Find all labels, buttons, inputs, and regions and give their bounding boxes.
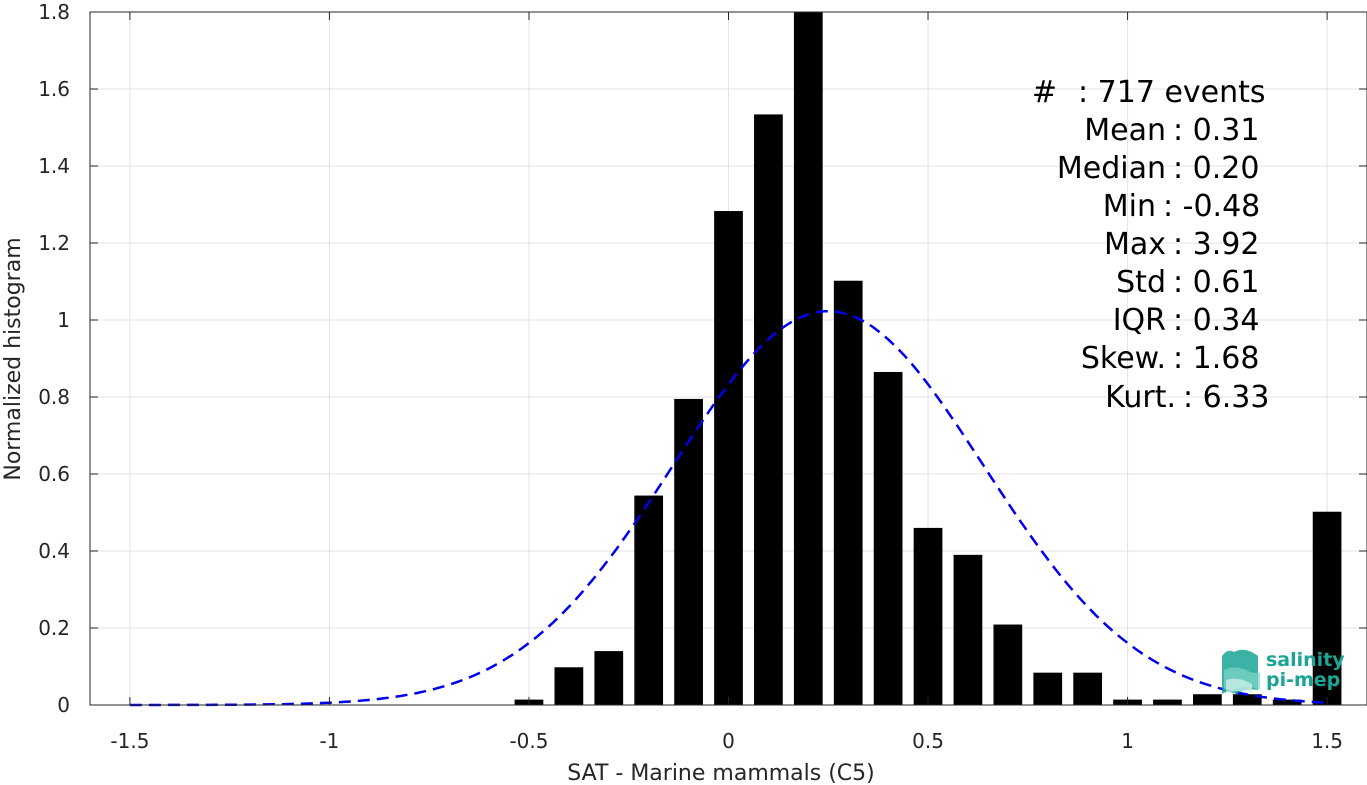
y-tick-label: 0.8 [38, 385, 70, 409]
y-axis-title: Normalized histogram [1, 237, 26, 480]
x-tick-label: -1 [319, 729, 339, 753]
x-tick-label: -1.5 [110, 729, 149, 753]
histogram-bar [1312, 511, 1342, 705]
x-tick-label: 1 [1121, 729, 1134, 753]
histogram-bar [674, 398, 703, 705]
histogram-bar [1073, 672, 1103, 705]
stat-kurt-value: : 6.33 [1183, 380, 1269, 415]
stat-iqr-label: IQR [1113, 303, 1166, 338]
histogram-bar [953, 554, 983, 705]
histogram-bar [1272, 699, 1302, 705]
y-tick-label: 0.6 [38, 462, 70, 486]
stat-skew-label: Skew. [1081, 341, 1166, 376]
stat-median-value: : 0.20 [1173, 151, 1259, 186]
x-tick-label: 0 [722, 729, 735, 753]
x-axis-title: SAT - Marine mammals (C5) [567, 761, 875, 785]
histogram-bar [634, 495, 664, 705]
salinity-pi-mep-logo: salinity pi-mep [1222, 649, 1345, 694]
logo-line2: pi-mep [1266, 669, 1340, 691]
stat-iqr-value: : 0.34 [1173, 303, 1259, 338]
histogram-bar [1232, 694, 1262, 705]
histogram-bar [714, 211, 743, 706]
stat-min-label: Min [1103, 189, 1156, 224]
histogram-bar [1033, 672, 1063, 705]
logo-line1: salinity [1266, 649, 1345, 671]
x-tick-label: -0.5 [509, 729, 548, 753]
y-tick-label: 0.2 [38, 616, 70, 640]
y-tick-label: 1.6 [38, 77, 70, 101]
histogram-bar [833, 280, 863, 705]
axis-ticks [90, 11, 1367, 706]
y-tick-label: 1.4 [38, 154, 70, 178]
histogram-bar [594, 651, 624, 705]
stat-std-value: : 0.61 [1173, 265, 1259, 300]
histogram-bar [1153, 699, 1182, 705]
histogram-bar [873, 371, 903, 705]
stat-skew-value: : 1.68 [1173, 341, 1259, 376]
x-tick-label: 1.5 [1311, 729, 1343, 753]
y-tick-label: 0 [57, 693, 70, 717]
histogram-bar [1193, 694, 1222, 705]
stat-min-value: : -0.48 [1163, 189, 1260, 224]
stat-count-label: # [1032, 75, 1057, 110]
histogram-bar [913, 527, 943, 705]
y-tick-label: 1.2 [38, 231, 70, 255]
x-tick-labels: -1.5 -1 -0.5 0 0.5 1 1.5 [110, 729, 1343, 753]
y-tick-label: 1 [57, 308, 70, 332]
y-tick-label: 1.8 [38, 0, 70, 24]
histogram-bar [754, 114, 783, 705]
statistics-annotation: # : 717 events Mean : 0.31 Median : 0.20… [1032, 75, 1270, 415]
y-tick-label: 0.4 [38, 539, 70, 563]
histogram-bars [514, 12, 1342, 706]
logo-wave-icon [1222, 649, 1260, 694]
stat-kurt-label: Kurt. [1105, 380, 1176, 415]
stat-max-label: Max [1104, 227, 1166, 262]
histogram-bar [554, 667, 584, 705]
x-tick-label: 0.5 [912, 729, 944, 753]
y-tick-labels: 0 0.2 0.4 0.6 0.8 1 1.2 1.4 1.6 1.8 [38, 0, 70, 717]
stat-max-value: : 3.92 [1173, 227, 1259, 262]
histogram-bar [993, 624, 1023, 705]
stat-mean-value: : 0.31 [1173, 113, 1259, 148]
stat-mean-label: Mean [1084, 113, 1166, 148]
stat-std-label: Std [1116, 265, 1166, 300]
stat-median-label: Median [1057, 151, 1166, 186]
stat-count-value: : 717 events [1078, 75, 1266, 110]
histogram-bar [793, 12, 823, 705]
